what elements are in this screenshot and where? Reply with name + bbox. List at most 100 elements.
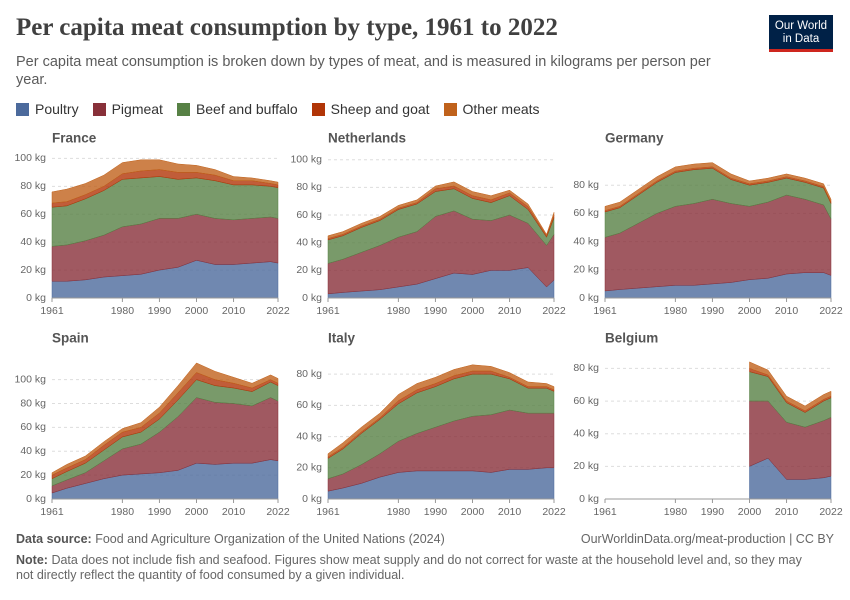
x-tick-label: 2022 bbox=[542, 506, 566, 518]
x-tick-label: 1961 bbox=[593, 305, 617, 317]
y-tick-label: 80 kg bbox=[296, 368, 322, 380]
x-tick-label: 1961 bbox=[316, 506, 340, 518]
y-tick-label: 80 kg bbox=[573, 362, 599, 374]
y-tick-label: 40 kg bbox=[573, 427, 599, 439]
x-tick-label: 2022 bbox=[266, 506, 290, 518]
charts: France 0 kg 20 kg 40 kg 60 kg 80 kg 100 kg 1961… bbox=[14, 131, 843, 518]
legend-swatch bbox=[92, 102, 106, 116]
y-tick-label: 100 kg bbox=[290, 154, 322, 166]
x-tick-label: 2000 bbox=[738, 305, 762, 317]
x-tick-label: 1980 bbox=[111, 506, 135, 518]
x-tick-label: 2022 bbox=[542, 305, 566, 317]
area bbox=[51, 159, 279, 204]
y-tick-label: 100 kg bbox=[14, 373, 46, 385]
y-tick-label: 0 kg bbox=[26, 493, 46, 505]
x-tick-label: 1990 bbox=[424, 506, 448, 518]
y-tick-label: 60 kg bbox=[20, 208, 46, 220]
subtitle: Per capita meat consumption is broken do… bbox=[16, 54, 711, 88]
legend-swatch bbox=[443, 102, 457, 116]
legend-swatch bbox=[176, 102, 190, 116]
y-tick-label: 0 kg bbox=[302, 292, 322, 304]
x-tick-label: 1961 bbox=[40, 506, 64, 518]
x-tick-label: 2000 bbox=[738, 506, 762, 518]
x-tick-label: 2022 bbox=[819, 506, 843, 518]
legend-label: Sheep and goat bbox=[330, 101, 430, 117]
panel-title: Germany bbox=[605, 131, 664, 146]
x-tick-label: 2000 bbox=[185, 305, 209, 317]
y-tick-label: 40 kg bbox=[20, 445, 46, 457]
y-tick-label: 20 kg bbox=[296, 462, 322, 474]
x-tick-label: 1980 bbox=[111, 305, 135, 317]
y-tick-label: 40 kg bbox=[296, 430, 322, 442]
x-tick-label: 2000 bbox=[461, 506, 485, 518]
x-tick-label: 1980 bbox=[387, 305, 411, 317]
x-tick-label: 1961 bbox=[316, 305, 340, 317]
x-tick-label: 1990 bbox=[701, 305, 725, 317]
y-tick-label: 0 kg bbox=[302, 493, 322, 505]
y-tick-label: 40 kg bbox=[573, 235, 599, 247]
y-tick-label: 0 kg bbox=[579, 493, 599, 505]
logo-line: Our World bbox=[774, 20, 828, 32]
x-tick-label: 2010 bbox=[775, 305, 799, 317]
x-tick-label: 2022 bbox=[266, 305, 290, 317]
y-tick-label: 20 kg bbox=[573, 460, 599, 472]
source-label: Data source: bbox=[16, 532, 92, 546]
source: Data source: Food and Agriculture Organi… bbox=[16, 532, 445, 546]
note: Note: Data does not include fish and sea… bbox=[16, 553, 816, 583]
logo[interactable]: Our World in Data bbox=[769, 15, 833, 52]
legend: Poultry Pigmeat Beef and buffalo Sheep and … bbox=[16, 101, 540, 117]
legend-item[interactable]: Pigmeat bbox=[92, 101, 163, 117]
y-tick-label: 40 kg bbox=[20, 236, 46, 248]
y-tick-label: 80 kg bbox=[20, 397, 46, 409]
x-tick-label: 1980 bbox=[387, 506, 411, 518]
legend-label: Pigmeat bbox=[111, 101, 163, 117]
y-tick-label: 100 kg bbox=[14, 152, 46, 164]
x-tick-label: 2010 bbox=[498, 305, 522, 317]
area bbox=[327, 364, 555, 458]
legend-item[interactable]: Beef and buffalo bbox=[176, 101, 298, 117]
x-tick-label: 2000 bbox=[461, 305, 485, 317]
y-tick-label: 60 kg bbox=[573, 395, 599, 407]
panel-title: Spain bbox=[52, 331, 89, 346]
y-tick-label: 20 kg bbox=[20, 264, 46, 276]
x-tick-label: 1990 bbox=[701, 506, 725, 518]
source-text: Food and Agriculture Organization of the… bbox=[95, 532, 445, 546]
note-text: Data does not include fish and seafood. … bbox=[16, 553, 802, 582]
y-tick-label: 0 kg bbox=[579, 292, 599, 304]
x-tick-label: 2010 bbox=[775, 506, 799, 518]
y-tick-label: 60 kg bbox=[20, 421, 46, 433]
panel-title: France bbox=[52, 131, 97, 146]
x-tick-label: 1961 bbox=[40, 305, 64, 317]
panel-title: Netherlands bbox=[328, 131, 406, 146]
area bbox=[749, 361, 832, 412]
x-tick-label: 1980 bbox=[664, 506, 688, 518]
y-tick-label: 60 kg bbox=[296, 399, 322, 411]
panel-title: Belgium bbox=[605, 331, 658, 346]
note-label: Note: bbox=[16, 553, 48, 567]
x-tick-label: 2010 bbox=[222, 305, 246, 317]
y-tick-label: 20 kg bbox=[296, 264, 322, 276]
x-tick-label: 1990 bbox=[148, 506, 172, 518]
url[interactable]: OurWorldinData.org/meat-production | CC … bbox=[580, 532, 834, 546]
y-tick-label: 20 kg bbox=[20, 469, 46, 481]
legend-item[interactable]: Other meats bbox=[443, 101, 540, 117]
title: Per capita meat consumption by type, 196… bbox=[16, 14, 558, 41]
y-tick-label: 0 kg bbox=[26, 292, 46, 304]
x-tick-label: 1990 bbox=[424, 305, 448, 317]
area bbox=[327, 181, 555, 239]
y-tick-label: 60 kg bbox=[573, 207, 599, 219]
x-tick-label: 1980 bbox=[664, 305, 688, 317]
y-tick-label: 60 kg bbox=[296, 209, 322, 221]
legend-item[interactable]: Sheep and goat bbox=[311, 101, 430, 117]
area bbox=[604, 162, 832, 211]
legend-label: Poultry bbox=[35, 101, 79, 117]
x-tick-label: 2022 bbox=[819, 305, 843, 317]
x-tick-label: 1990 bbox=[148, 305, 172, 317]
y-tick-label: 40 kg bbox=[296, 236, 322, 248]
y-tick-label: 80 kg bbox=[573, 179, 599, 191]
legend-label: Beef and buffalo bbox=[195, 101, 298, 117]
x-tick-label: 1961 bbox=[593, 506, 617, 518]
logo-line: in Data bbox=[782, 33, 820, 45]
legend-item[interactable]: Poultry bbox=[16, 101, 79, 117]
